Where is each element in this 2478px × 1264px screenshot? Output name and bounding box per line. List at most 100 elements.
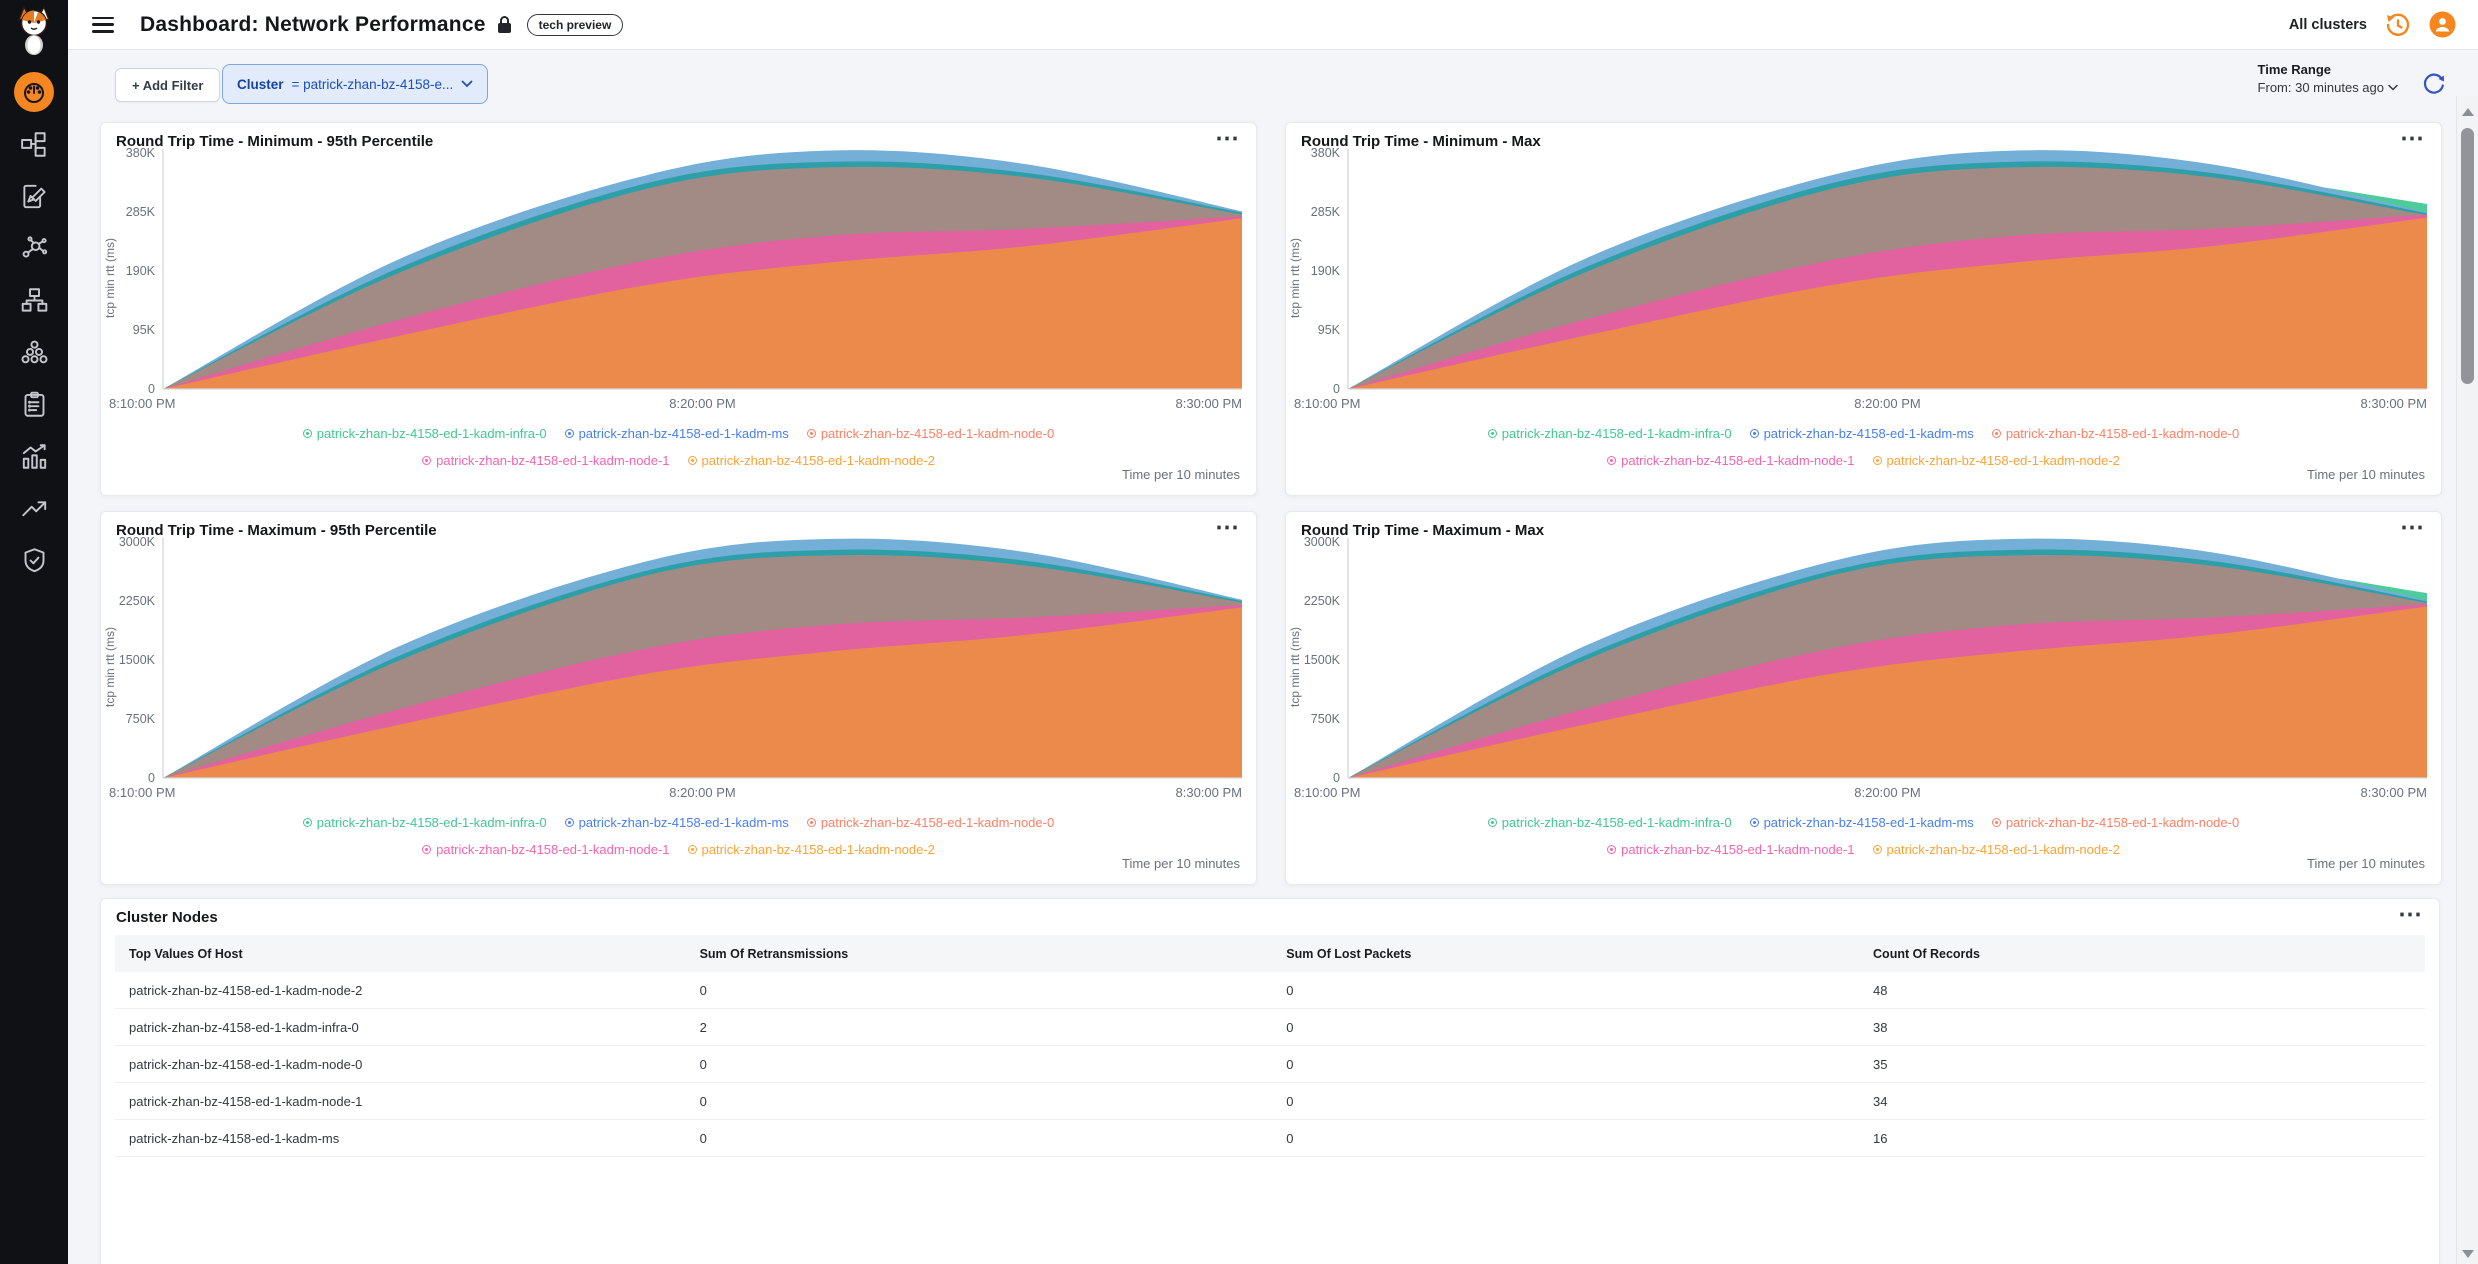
legend-item[interactable]: patrick-zhan-bz-4158-ed-1-kadm-node-2 [687,836,935,863]
svg-text:8:20:00 PM: 8:20:00 PM [1854,396,1921,411]
hamburger-menu-button[interactable] [92,16,114,33]
legend-item[interactable]: patrick-zhan-bz-4158-ed-1-kadm-ms [564,809,789,836]
panel-options-button[interactable]: ⋯ [1209,512,1246,543]
legend-item[interactable]: patrick-zhan-bz-4158-ed-1-kadm-infra-0 [1487,809,1732,836]
svg-text:1500K: 1500K [119,653,156,667]
sidebar-item-analytics[interactable] [12,434,56,478]
node-group-icon [21,340,47,363]
cluster-filter-chip[interactable]: Cluster = patrick-zhan-bz-4158-e... [222,64,489,104]
legend-marker-icon [302,818,312,827]
legend-item[interactable]: patrick-zhan-bz-4158-ed-1-kadm-ms [564,420,789,447]
active-highlight [14,72,54,112]
area-chart: 0 750K 1500K 2250K 3000K 8:10:00 PM 8:20:00 PM… [109,535,1250,806]
legend-item[interactable]: patrick-zhan-bz-4158-ed-1-kadm-node-0 [1991,809,2239,836]
legend-item[interactable]: patrick-zhan-bz-4158-ed-1-kadm-node-2 [687,447,935,474]
legend-marker-icon [1487,818,1497,827]
legend-item[interactable]: patrick-zhan-bz-4158-ed-1-kadm-infra-0 [1487,420,1732,447]
cat-mascot-logo[interactable] [11,4,57,56]
panel-options-button[interactable]: ⋯ [2394,512,2431,543]
legend-item[interactable]: patrick-zhan-bz-4158-ed-1-kadm-node-2 [1872,447,2120,474]
legend-label: patrick-zhan-bz-4158-ed-1-kadm-ms [1763,426,1974,441]
panel-options-button[interactable]: ⋯ [2394,123,2431,154]
svg-text:1500K: 1500K [1304,653,1341,667]
panel-title: Round Trip Time - Maximum - 95th Percent… [116,522,437,539]
table-cell: 0 [1286,1130,1294,1146]
svg-text:8:30:00 PM: 8:30:00 PM [1176,785,1243,800]
trend-arrow-icon [21,500,46,516]
service-map-icon [22,235,47,258]
table-cell: 0 [699,982,707,998]
legend-item[interactable]: patrick-zhan-bz-4158-ed-1-kadm-infra-0 [302,420,547,447]
time-range-control[interactable]: Time Range From: 30 minutes ago [2258,62,2398,95]
column-header[interactable]: Sum Of Retransmissions [699,946,849,961]
dashboard-gauge-icon [24,83,44,103]
legend-label: patrick-zhan-bz-4158-ed-1-kadm-ms [1763,815,1974,830]
legend-label: patrick-zhan-bz-4158-ed-1-kadm-infra-0 [1501,815,1732,830]
table-cell: 0 [1286,1019,1294,1035]
sidebar-item-cluster[interactable] [12,330,56,374]
legend-marker-icon [1607,456,1617,465]
table-cell: 2 [699,1019,707,1035]
svg-text:8:30:00 PM: 8:30:00 PM [2361,785,2428,800]
column-header[interactable]: Sum Of Lost Packets [1286,946,1412,961]
legend-label: patrick-zhan-bz-4158-ed-1-kadm-node-2 [701,842,935,857]
legend-marker-icon [1991,818,2001,827]
legend-item[interactable]: patrick-zhan-bz-4158-ed-1-kadm-node-0 [806,420,1054,447]
legend-item[interactable]: patrick-zhan-bz-4158-ed-1-kadm-infra-0 [302,809,547,836]
panel-title: Round Trip Time - Minimum - Max [1301,133,1541,150]
scroll-up-arrow[interactable] [2462,108,2474,116]
table-cell: patrick-zhan-bz-4158-ed-1-kadm-node-1 [129,1093,363,1109]
legend-label: patrick-zhan-bz-4158-ed-1-kadm-node-1 [436,453,670,468]
scroll-down-arrow[interactable] [2462,1250,2474,1258]
x-axis-footer: Time per 10 minutes [1121,467,1240,482]
legend-marker-icon [564,429,574,438]
history-button[interactable] [2385,12,2411,38]
svg-text:8:20:00 PM: 8:20:00 PM [669,785,736,800]
column-header[interactable]: Count Of Records [1873,946,1980,961]
all-clusters-label[interactable]: All clusters [2288,16,2367,33]
sidebar-item-dashboards[interactable] [12,70,56,114]
legend-item[interactable]: patrick-zhan-bz-4158-ed-1-kadm-node-1 [422,447,670,474]
column-header[interactable]: Top Values Of Host [129,946,243,961]
sidebar-item-security[interactable] [12,538,56,582]
add-filter-button[interactable]: + Add Filter [115,68,221,102]
sidebar-item-infrastructure[interactable] [12,278,56,322]
legend-item[interactable]: patrick-zhan-bz-4158-ed-1-kadm-node-0 [1991,420,2239,447]
legend-item[interactable]: patrick-zhan-bz-4158-ed-1-kadm-ms [1749,420,1974,447]
legend-item[interactable]: patrick-zhan-bz-4158-ed-1-kadm-node-2 [1872,836,2120,863]
cluster-nodes-table: Top Values Of Host Sum Of Retransmission… [115,935,2425,1157]
sidebar-item-trends[interactable] [12,486,56,530]
legend-marker-icon [687,845,697,854]
table-row: patrick-zhan-bz-4158-ed-1-kadm-infra-0 2 0… [115,1009,2425,1046]
svg-text:8:20:00 PM: 8:20:00 PM [669,396,736,411]
table-cell: 48 [1873,982,1888,998]
legend-item[interactable]: patrick-zhan-bz-4158-ed-1-kadm-node-0 [806,809,1054,836]
legend-marker-icon [1991,429,2001,438]
sidebar-item-service-map[interactable] [12,226,56,270]
sidebar-item-topology[interactable] [12,122,56,166]
panel-options-button[interactable]: ⋯ [1209,123,1246,154]
refresh-icon [2423,73,2444,94]
panel-options-button[interactable]: ⋯ [2392,899,2429,930]
legend-item[interactable]: patrick-zhan-bz-4158-ed-1-kadm-node-1 [1607,447,1855,474]
legend-item[interactable]: patrick-zhan-bz-4158-ed-1-kadm-ms [1749,809,1974,836]
legend-item[interactable]: patrick-zhan-bz-4158-ed-1-kadm-node-1 [1607,836,1855,863]
vertical-scrollbar[interactable] [2456,96,2478,1264]
sidebar-item-logs[interactable] [12,382,56,426]
user-avatar-button[interactable] [2429,11,2456,38]
table-cell: patrick-zhan-bz-4158-ed-1-kadm-infra-0 [129,1019,359,1035]
chart-legend: patrick-zhan-bz-4158-ed-1-kadm-infra-0 pa… [217,420,1141,474]
svg-text:0: 0 [1333,771,1340,785]
svg-text:3000K: 3000K [119,536,156,549]
time-range-value[interactable]: From: 30 minutes ago [2258,80,2398,95]
refresh-button[interactable] [2422,72,2446,99]
legend-item[interactable]: patrick-zhan-bz-4158-ed-1-kadm-node-1 [422,836,670,863]
chart-legend: patrick-zhan-bz-4158-ed-1-kadm-infra-0 pa… [1402,809,2326,863]
svg-text:8:10:00 PM: 8:10:00 PM [1294,785,1361,800]
area-chart: 0 750K 1500K 2250K 3000K 8:10:00 PM 8:20:00 PM… [1294,535,2435,806]
scrollbar-thumb[interactable] [2461,128,2474,384]
table-cell: 35 [1873,1056,1888,1072]
legend-label: patrick-zhan-bz-4158-ed-1-kadm-node-1 [1621,842,1855,857]
sidebar-item-reports[interactable] [12,174,56,218]
